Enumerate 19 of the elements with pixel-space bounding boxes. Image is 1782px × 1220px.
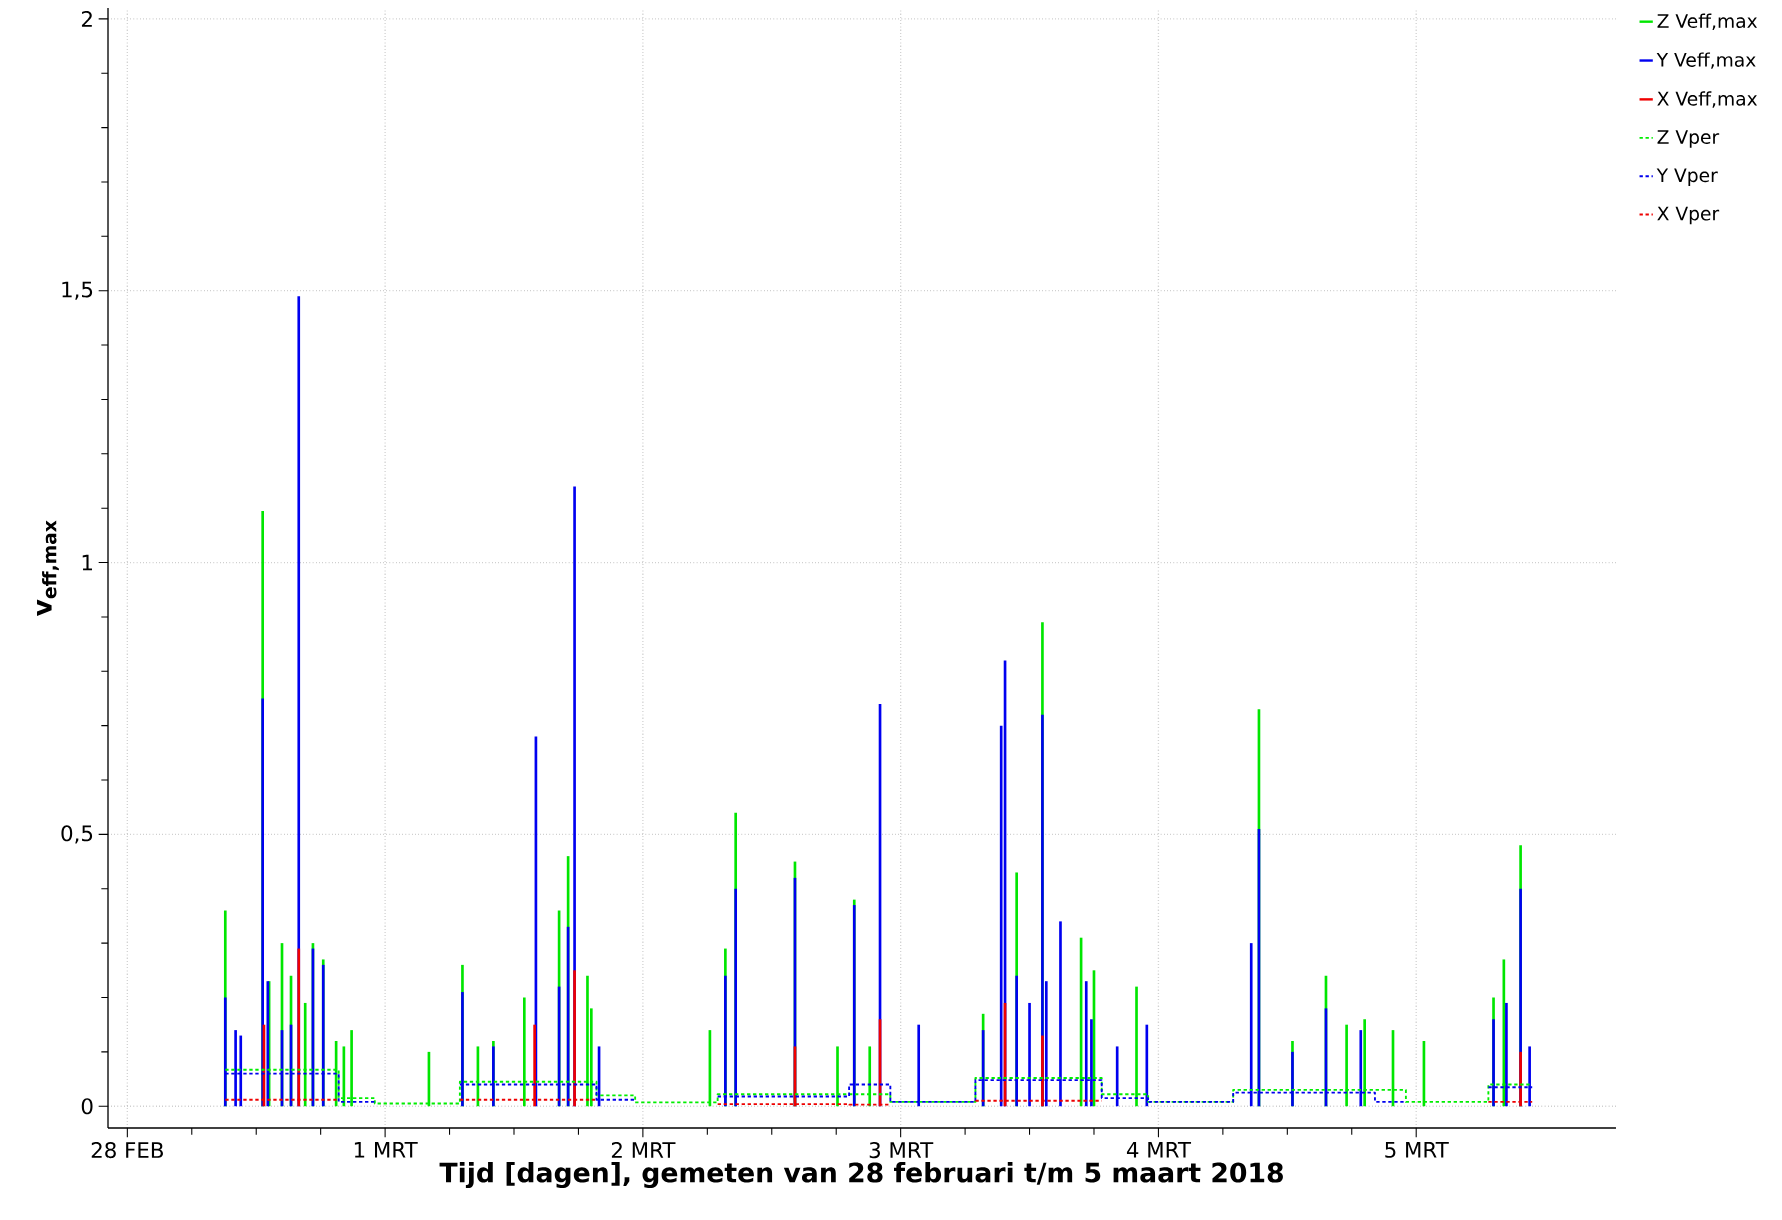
x-axis-title: Tijd [dagen], gemeten van 28 februari t/m 5 maart 2018 (439, 1161, 1283, 1188)
y-tick-label: 0 (81, 1098, 93, 1115)
legend-label: Y Vper (1656, 168, 1718, 186)
y-tick-label: 0,5 (61, 825, 93, 844)
y-tick-label: 1,5 (62, 281, 93, 300)
y-axis-title: v$_{eff,max}$ (37, 520, 59, 617)
legend-label: X Vper (1657, 206, 1720, 225)
legend-label: Y Veff,max (1656, 52, 1756, 69)
x-tick-label: 4 MRT (1126, 1142, 1192, 1158)
y-tick-label: 1 (82, 554, 92, 571)
legend-label: X Veff,max (1657, 91, 1758, 108)
x-tick-label: 2 MRT (611, 1142, 676, 1158)
legend-label: Z Veff,max (1657, 13, 1758, 30)
x-tick-label: 1 MRT (354, 1142, 418, 1158)
y-tick-label: 2 (81, 10, 92, 27)
x-tick-label: 5 MRT (1385, 1142, 1449, 1158)
x-tick-label: 28 FEB (91, 1142, 163, 1159)
legend-label: Z Vper (1657, 130, 1720, 148)
x-tick-label: 3 MRT (869, 1142, 934, 1159)
